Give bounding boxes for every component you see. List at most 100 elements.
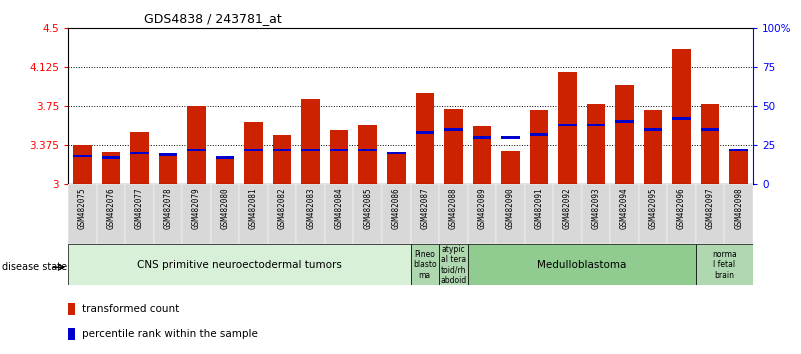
Bar — [610, 184, 638, 244]
Text: GDS4838 / 243781_at: GDS4838 / 243781_at — [144, 12, 282, 25]
Bar — [215, 156, 235, 159]
Bar — [301, 99, 320, 184]
Bar — [701, 128, 719, 131]
Text: GSM482096: GSM482096 — [677, 187, 686, 229]
Bar — [102, 156, 120, 159]
Text: GSM482077: GSM482077 — [135, 187, 144, 229]
Bar — [68, 244, 410, 285]
Bar — [125, 184, 154, 244]
Bar — [468, 244, 696, 285]
Bar — [553, 184, 582, 244]
Bar — [273, 149, 292, 151]
Bar — [382, 184, 410, 244]
Bar — [444, 109, 463, 184]
Text: norma
l fetal
brain: norma l fetal brain — [712, 250, 737, 280]
Text: GSM482082: GSM482082 — [278, 187, 287, 229]
Bar — [667, 184, 696, 244]
Bar — [416, 131, 434, 134]
Bar — [68, 328, 75, 340]
Bar — [586, 124, 606, 126]
Bar — [244, 122, 263, 184]
Bar — [353, 184, 382, 244]
Text: GSM482088: GSM482088 — [449, 187, 458, 229]
Bar — [496, 184, 525, 244]
Bar — [358, 125, 377, 184]
Text: GSM482095: GSM482095 — [649, 187, 658, 229]
Text: Medulloblastoma: Medulloblastoma — [537, 259, 626, 270]
Text: GSM482076: GSM482076 — [107, 187, 115, 229]
Bar — [672, 118, 691, 120]
Text: transformed count: transformed count — [83, 304, 179, 314]
Bar — [187, 149, 206, 151]
Bar — [244, 149, 263, 151]
Bar — [582, 184, 610, 244]
Bar — [644, 128, 662, 131]
Bar — [68, 184, 97, 244]
Text: atypic
al tera
toid/rh
abdoid: atypic al tera toid/rh abdoid — [441, 245, 466, 285]
Bar — [586, 104, 606, 184]
Bar — [439, 244, 468, 285]
Bar — [529, 110, 548, 184]
Bar — [468, 184, 496, 244]
Bar — [215, 156, 235, 184]
Bar — [696, 184, 724, 244]
Bar — [701, 104, 719, 184]
Bar — [439, 184, 468, 244]
Bar — [730, 149, 748, 151]
Text: GSM482084: GSM482084 — [335, 187, 344, 229]
Bar — [501, 151, 520, 184]
Text: GSM482081: GSM482081 — [249, 187, 258, 229]
Bar — [387, 152, 405, 184]
Bar — [387, 152, 405, 154]
Bar — [638, 184, 667, 244]
Bar — [330, 130, 348, 184]
Bar — [724, 184, 753, 244]
Bar — [102, 152, 120, 184]
Bar — [211, 184, 239, 244]
Text: GSM482086: GSM482086 — [392, 187, 400, 229]
Bar — [325, 184, 353, 244]
Text: percentile rank within the sample: percentile rank within the sample — [83, 329, 258, 339]
Bar — [182, 184, 211, 244]
Text: GSM482097: GSM482097 — [706, 187, 714, 229]
Bar — [159, 153, 177, 156]
Bar — [273, 135, 292, 184]
Bar — [444, 128, 463, 131]
Bar — [239, 184, 268, 244]
Bar — [301, 149, 320, 151]
Bar — [672, 49, 691, 184]
Bar — [187, 106, 206, 184]
Bar — [410, 244, 439, 285]
Text: GSM482092: GSM482092 — [563, 187, 572, 229]
Bar — [473, 126, 491, 184]
Bar — [296, 184, 325, 244]
Bar — [73, 155, 91, 157]
Bar — [97, 184, 125, 244]
Text: GSM482083: GSM482083 — [306, 187, 315, 229]
Bar — [358, 149, 377, 151]
Bar — [473, 136, 491, 139]
Text: GSM482089: GSM482089 — [477, 187, 486, 229]
Text: GSM482094: GSM482094 — [620, 187, 629, 229]
Bar — [644, 110, 662, 184]
Bar — [501, 136, 520, 139]
Bar — [696, 244, 753, 285]
Text: GSM482091: GSM482091 — [534, 187, 543, 229]
Text: GSM482080: GSM482080 — [220, 187, 230, 229]
Text: GSM482093: GSM482093 — [591, 187, 601, 229]
Bar — [730, 151, 748, 184]
Bar — [525, 184, 553, 244]
Bar — [615, 120, 634, 123]
Bar — [558, 124, 577, 126]
Text: GSM482098: GSM482098 — [735, 187, 743, 229]
Bar — [154, 184, 182, 244]
Bar — [558, 72, 577, 184]
Bar — [68, 303, 75, 315]
Bar — [130, 132, 149, 184]
Text: CNS primitive neuroectodermal tumors: CNS primitive neuroectodermal tumors — [137, 259, 342, 270]
Bar — [529, 133, 548, 136]
Bar — [615, 85, 634, 184]
Text: GSM482090: GSM482090 — [506, 187, 515, 229]
Text: Pineo
blasto
ma: Pineo blasto ma — [413, 250, 437, 280]
Bar — [130, 152, 149, 154]
